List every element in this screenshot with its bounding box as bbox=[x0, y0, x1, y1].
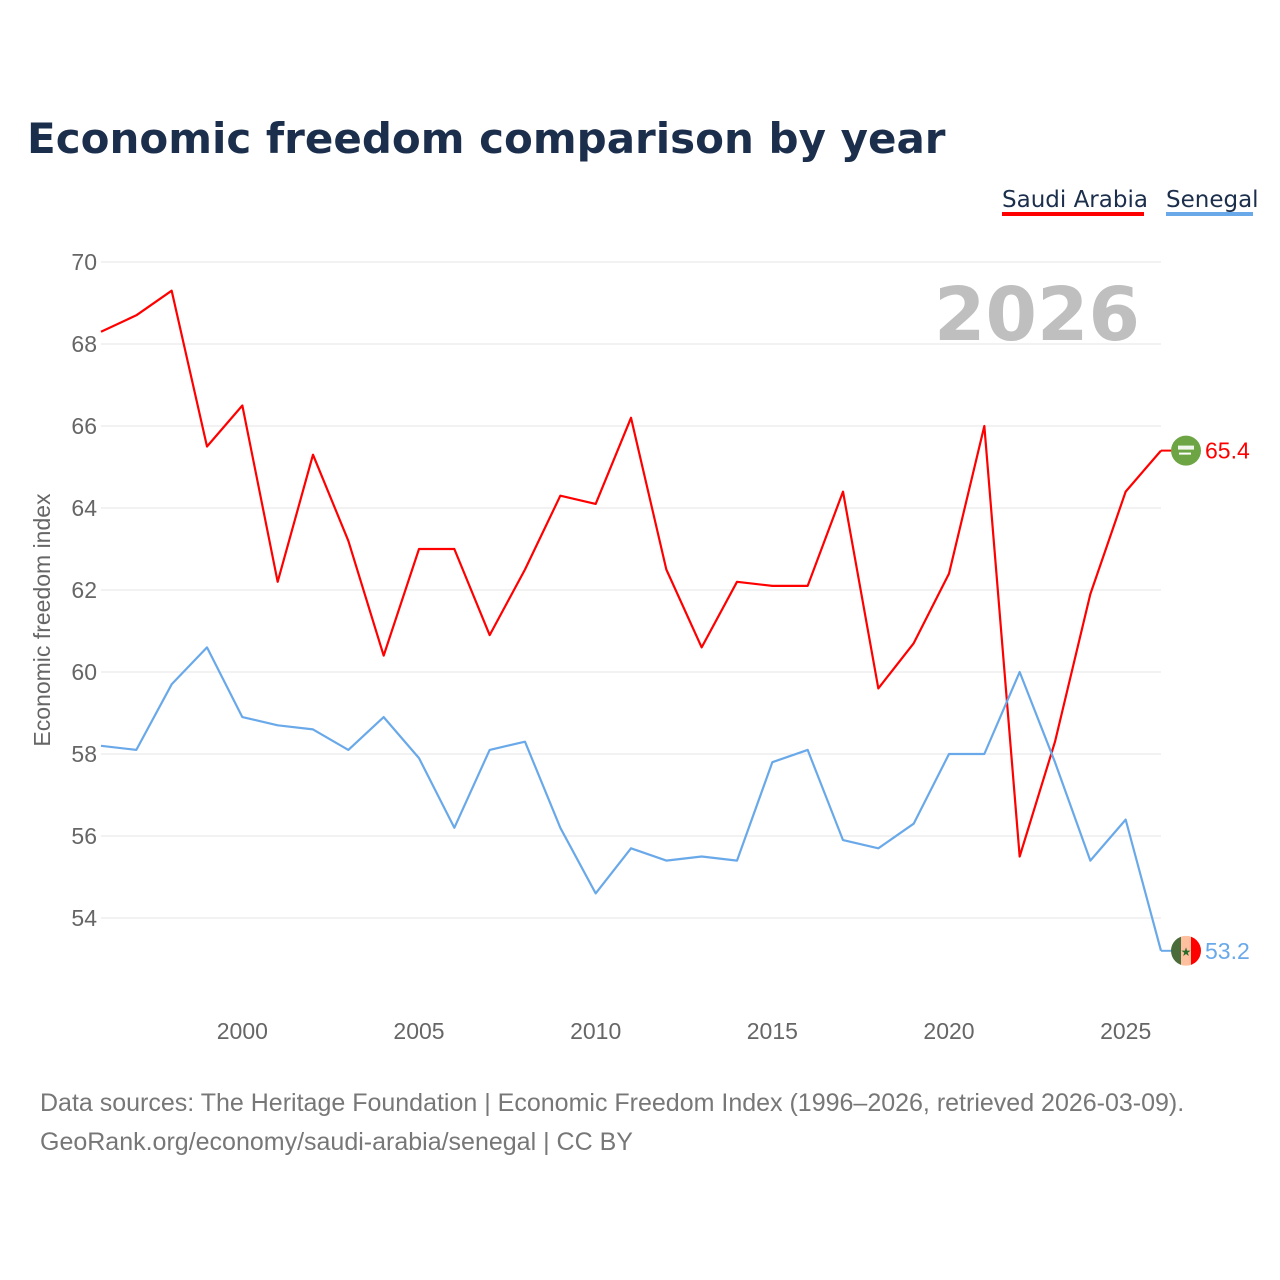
y-tick-label: 66 bbox=[71, 413, 97, 439]
series-line-saudi-arabia bbox=[100, 289, 1162, 858]
footer-credit: GeoRank.org/economy/saudi-arabia/senegal… bbox=[40, 1128, 633, 1156]
svg-text:★: ★ bbox=[1181, 945, 1192, 959]
y-axis-label: Economic freedom index bbox=[29, 493, 55, 747]
end-value-label: 53.2 bbox=[1205, 938, 1250, 964]
y-tick-label: 58 bbox=[71, 741, 97, 767]
year-watermark: 2026 bbox=[934, 272, 1140, 358]
saudi-flag-icon bbox=[1171, 435, 1201, 466]
x-tick-label: 2020 bbox=[923, 1018, 974, 1044]
x-tick-label: 2005 bbox=[393, 1018, 444, 1044]
series-line-senegal bbox=[100, 646, 1163, 952]
legend-label: Saudi Arabia bbox=[1002, 187, 1148, 213]
legend-swatch bbox=[1002, 212, 1144, 216]
y-tick-label: 60 bbox=[71, 659, 97, 685]
legend-item-senegal[interactable]: Senegal bbox=[1166, 187, 1259, 216]
y-tick-label: 62 bbox=[71, 577, 97, 603]
y-tick-label: 68 bbox=[71, 331, 97, 357]
footer-sources: Data sources: The Heritage Foundation | … bbox=[40, 1089, 1184, 1117]
chart-title: Economic freedom comparison by year bbox=[27, 114, 946, 163]
y-tick-label: 54 bbox=[71, 905, 97, 931]
senegal-flag-icon: ★ bbox=[1171, 935, 1201, 966]
x-tick-label: 2000 bbox=[217, 1018, 268, 1044]
x-tick-label: 2010 bbox=[570, 1018, 621, 1044]
y-tick-label: 56 bbox=[71, 823, 97, 849]
x-tick-label: 2025 bbox=[1100, 1018, 1151, 1044]
x-tick-label: 2015 bbox=[747, 1018, 798, 1044]
legend-label: Senegal bbox=[1166, 187, 1259, 213]
y-tick-label: 64 bbox=[71, 495, 97, 521]
end-value-label: 65.4 bbox=[1205, 438, 1250, 464]
y-tick-label: 70 bbox=[71, 249, 97, 275]
legend-item-saudi-arabia[interactable]: Saudi Arabia bbox=[1002, 187, 1148, 216]
legend-swatch bbox=[1166, 212, 1253, 216]
